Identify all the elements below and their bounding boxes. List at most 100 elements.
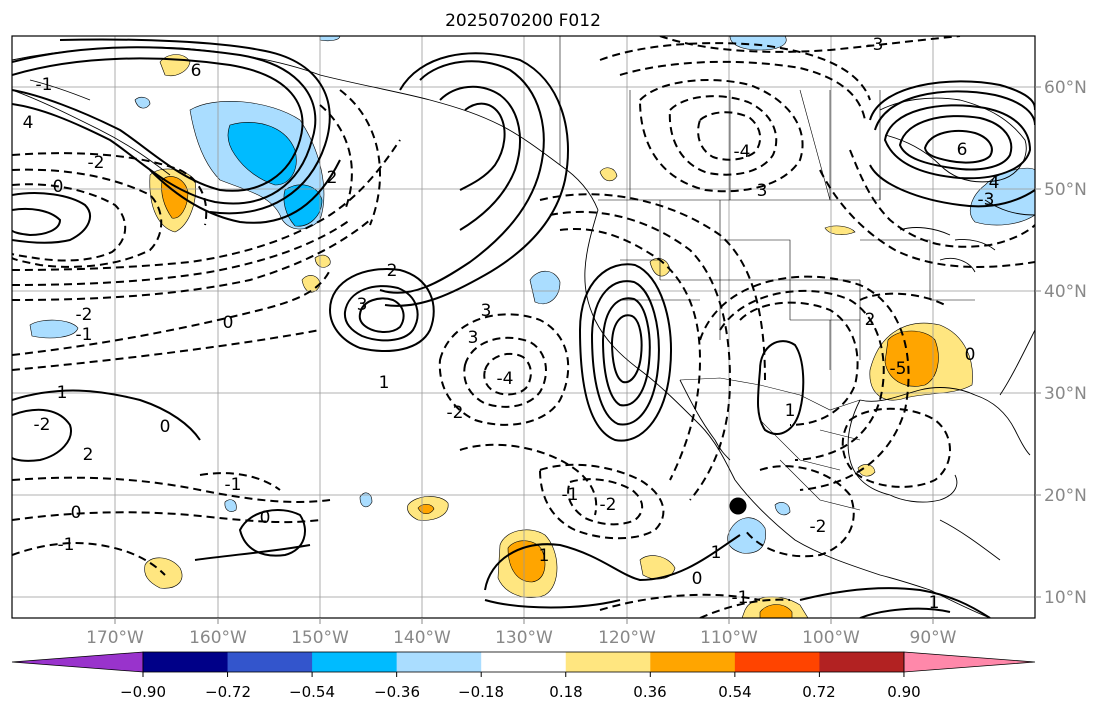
contour-label: -3: [867, 35, 884, 55]
contour-label: 0: [260, 508, 271, 528]
coastlines: [12, 46, 1035, 618]
mexico-west-coast: [734, 479, 931, 591]
positive-anomaly-region: [599, 167, 618, 182]
contour-label: -2: [447, 403, 464, 423]
shaded-regions: [29, 36, 1035, 618]
lon-label: 150°W: [291, 628, 349, 648]
colorbar-extend-low: [11, 651, 144, 673]
lat-label: 20°N: [1044, 486, 1087, 506]
lon-label: 160°W: [189, 628, 247, 648]
contour-label: 0: [965, 345, 976, 365]
colorbar-tick-label: 0.54: [718, 683, 751, 701]
strong-positive-anomaly-region: [759, 604, 793, 618]
contour-label: -1: [76, 325, 93, 345]
contour-label: 1: [929, 593, 940, 613]
aleutian-arc: [12, 79, 171, 176]
negative-anomaly-region: [29, 319, 79, 339]
colorbar: −0.90 −0.72 −0.54 −0.36 −0.18 0.18 0.36 …: [11, 651, 1036, 701]
canada-province-lines: [629, 89, 881, 201]
contour-label: -1: [225, 475, 242, 495]
lat-label: 60°N: [1044, 78, 1087, 98]
bc-coast: [584, 209, 599, 321]
contour-label: 1: [711, 543, 722, 563]
us-mexico-border: [679, 377, 861, 411]
colorbar-tick-label: −0.18: [458, 683, 504, 701]
negative-anomaly-region: [774, 502, 791, 516]
graticule: [12, 36, 1035, 618]
lat-label: 50°N: [1044, 180, 1087, 200]
lon-label: 110°W: [700, 628, 758, 648]
contour-label: -2: [34, 415, 51, 435]
colorbar-outline: [142, 651, 905, 673]
negative-anomaly-region: [224, 499, 237, 512]
positive-anomaly-region: [857, 464, 876, 477]
positive-anomaly-region: [824, 225, 856, 235]
contour-label: 2: [83, 445, 94, 465]
negative-anomaly-region: [359, 492, 373, 508]
positive-anomaly-region: [314, 254, 331, 268]
colorbar-tick-label: −0.72: [205, 683, 251, 701]
colorbar-segment: [565, 652, 651, 672]
positive-contours: [12, 38, 1035, 618]
contour-label: 1: [57, 383, 68, 403]
lon-label: 140°W: [393, 628, 451, 648]
contour-label: -2: [600, 495, 617, 515]
contour-label: 0: [71, 503, 82, 523]
contour-label: 1: [379, 373, 390, 393]
contour-label: 0: [160, 417, 171, 437]
colorbar-tick-label: 0.90: [887, 683, 920, 701]
lat-label: 40°N: [1044, 282, 1087, 302]
lon-label: 120°W: [598, 628, 656, 648]
contour-label: 3: [757, 181, 768, 201]
colorbar-segment: [396, 652, 482, 672]
negative-anomaly-region: [283, 184, 323, 227]
contour-label: 1: [785, 401, 796, 421]
colorbar-tick-label: −0.54: [289, 683, 335, 701]
contour-label: 2: [327, 168, 338, 188]
colorbar-tick-label: 0.36: [633, 683, 666, 701]
contour-label: -4: [734, 142, 751, 162]
baja-coast: [679, 379, 731, 461]
contour-label: 2: [387, 261, 398, 281]
lon-label: 90°W: [910, 628, 957, 648]
contour-label: -2: [88, 153, 105, 173]
lon-label: 130°W: [495, 628, 553, 648]
contour-label: -1: [562, 485, 579, 505]
strong-negative-anomaly-region: [227, 122, 297, 186]
contour-label: -1: [36, 75, 53, 95]
contour-label: 4: [989, 173, 1000, 193]
colorbar-tick-label: −0.90: [120, 683, 166, 701]
lon-label: 100°W: [802, 628, 860, 648]
colorbar-segment: [312, 652, 398, 672]
contour-label: -1: [58, 535, 75, 555]
contour-label: 3: [481, 301, 492, 321]
contour-label: -3: [978, 190, 995, 210]
colorbar-segment: [819, 652, 905, 672]
colorbar-segment: [481, 652, 567, 672]
colorbar-tick-label: 0.18: [549, 683, 582, 701]
colorbar-tick-label: 0.72: [802, 683, 835, 701]
contour-label: 3: [468, 328, 479, 348]
strong-positive-anomaly-region: [884, 330, 939, 387]
contour-label: 3: [357, 295, 368, 315]
contour-label: 6: [957, 140, 968, 160]
axis-ticks: [114, 86, 1041, 624]
contour-label: 1: [539, 546, 550, 566]
positive-anomaly-region: [639, 555, 676, 580]
colorbar-segment: [734, 652, 820, 672]
contour-label: 0: [223, 313, 234, 333]
contour-label: -2: [76, 305, 93, 325]
contour-label: 0: [692, 569, 703, 589]
contour-label: -1: [732, 588, 749, 608]
chart-title: 2025070200 F012: [445, 11, 601, 31]
contour-labels: -3 6 -2 -1 0 4 -4 3 -3 6 4 3 1 -2 2 3 -2…: [23, 35, 1000, 613]
labrador-coast: [984, 199, 1035, 216]
contour-label: 2: [865, 310, 876, 330]
colorbar-segment: [227, 652, 313, 672]
colorbar-segment: [143, 652, 229, 672]
negative-anomaly-region: [727, 517, 766, 554]
latitude-labels: 60°N 50°N 40°N 30°N 20°N 10°N: [1044, 78, 1087, 608]
contour-label: -4: [497, 369, 514, 389]
negative-contours: [12, 36, 1035, 618]
